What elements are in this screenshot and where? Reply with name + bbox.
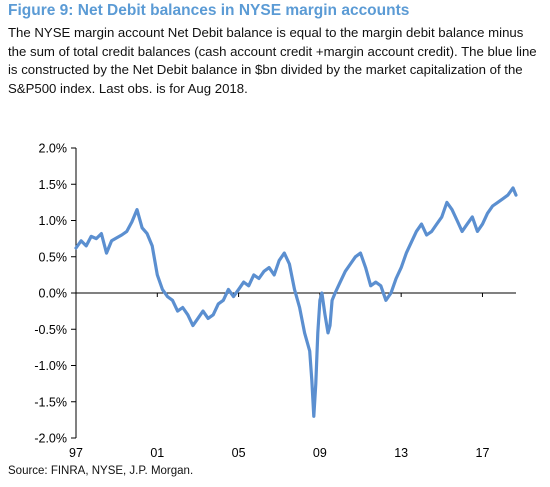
series-line xyxy=(74,186,518,418)
x-tick-label: 01 xyxy=(150,446,164,460)
x-tick-label: 97 xyxy=(69,446,83,460)
y-tick-label: -1.0% xyxy=(34,359,67,373)
figure-description: The NYSE margin account Net Debit balanc… xyxy=(8,25,537,96)
x-axis-ticks: 97 01 05 09 13 17 xyxy=(69,293,489,460)
y-tick-label: -1.5% xyxy=(34,395,67,409)
y-tick-label: 1.0% xyxy=(39,214,68,228)
y-axis-ticks: 2.0% 1.5% 1.0% 0.5% 0.0% -0.5% -1.0% -1.5% -2.0% xyxy=(34,142,76,446)
series-group xyxy=(74,186,518,418)
x-tick-label: 09 xyxy=(313,446,327,460)
x-tick-label: 05 xyxy=(232,446,246,460)
figure-title: Figure 9: Net Debit balances in NYSE mar… xyxy=(8,2,410,19)
y-tick-label: 0.0% xyxy=(39,287,68,301)
y-tick-label: 1.5% xyxy=(39,178,68,192)
y-tick-label: -2.0% xyxy=(34,432,67,446)
y-tick-label: 2.0% xyxy=(39,142,68,156)
y-tick-label: 0.5% xyxy=(39,250,68,264)
source-note: Source: FINRA, NYSE, J.P. Morgan. xyxy=(8,465,194,477)
x-tick-label: 17 xyxy=(476,446,490,460)
y-tick-label: -0.5% xyxy=(34,323,67,337)
x-tick-label: 13 xyxy=(394,446,408,460)
